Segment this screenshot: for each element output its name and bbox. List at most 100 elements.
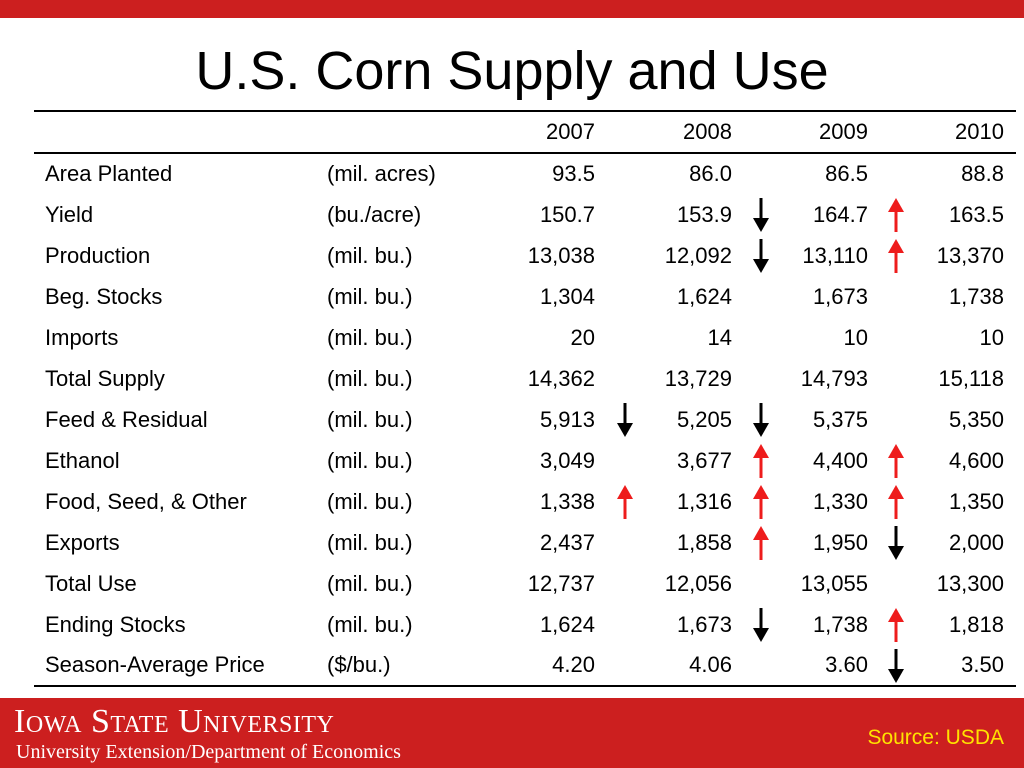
cell-value: 1,624 [539, 611, 595, 637]
column-header-year: 2008 [607, 110, 744, 154]
trend-up-arrow-icon [888, 608, 904, 642]
cell-value: 20 [570, 324, 595, 350]
table-row: Season-Average Price ($/bu.) 4.20 4.06 3.60 3… [34, 645, 1016, 687]
trend-down-arrow-icon [753, 403, 769, 437]
cell-value: 13,300 [936, 570, 1004, 596]
value-cell: 1,818 [880, 604, 1016, 645]
value-cell: 14 [607, 317, 744, 358]
trend-up-arrow-icon [888, 485, 904, 519]
table-row: Imports (mil. bu.) 20 14 10 10 [34, 317, 1016, 358]
cell-value: 1,950 [812, 529, 868, 555]
cell-value: 3.50 [961, 652, 1004, 677]
value-cell: 3.60 [744, 645, 880, 687]
value-cell: 1,950 [744, 522, 880, 563]
department-name: University Extension/Department of Econo… [16, 741, 401, 763]
value-cell: 13,300 [880, 563, 1016, 604]
row-label: Imports [45, 324, 119, 350]
cell-value: 13,055 [800, 570, 868, 596]
value-cell: 14,793 [744, 358, 880, 399]
table-row: Total Use (mil. bu.) 12,737 12,056 13,055 13,… [34, 563, 1016, 604]
row-unit: (mil. bu.) [327, 611, 413, 637]
cell-value: 88.8 [961, 161, 1004, 186]
university-name: Iowa State University [14, 702, 334, 742]
row-unit: (mil. bu.) [327, 406, 413, 432]
table-row: Beg. Stocks (mil. bu.) 1,304 1,624 1,673 1,73… [34, 276, 1016, 317]
cell-value: 1,316 [676, 488, 732, 514]
value-cell: 4,400 [744, 440, 880, 481]
value-cell: 4,600 [880, 440, 1016, 481]
trend-up-arrow-icon [888, 198, 904, 232]
value-cell: 3.50 [880, 645, 1016, 687]
cell-value: 5,913 [539, 406, 595, 432]
value-cell: 163.5 [880, 194, 1016, 235]
cell-value: 93.5 [552, 161, 595, 186]
cell-value: 4.06 [689, 652, 732, 677]
cell-value: 5,350 [948, 406, 1004, 432]
value-cell: 5,350 [880, 399, 1016, 440]
cell-value: 4.20 [552, 652, 595, 677]
cell-value: 1,673 [812, 283, 868, 309]
cell-value: 1,858 [676, 529, 732, 555]
table-header-row: 2007 2008 2009 2010 [34, 110, 1016, 154]
table-row: Ending Stocks (mil. bu.) 1,624 1,673 1,738 1,… [34, 604, 1016, 645]
row-label: Beg. Stocks [45, 283, 163, 309]
cell-value: 1,738 [812, 611, 868, 637]
cell-value: 2,437 [539, 529, 595, 555]
value-cell: 13,729 [607, 358, 744, 399]
value-cell: 1,338 [482, 481, 607, 522]
trend-down-arrow-icon [753, 198, 769, 232]
supply-use-table: 2007 2008 2009 2010 Area Planted (mil. ac… [34, 110, 1016, 687]
cell-value: 14,362 [527, 365, 595, 391]
cell-value: 1,330 [812, 488, 868, 514]
cell-value: 14,793 [800, 365, 868, 391]
row-label: Exports [45, 529, 120, 555]
table-row: Yield (bu./acre) 150.7 153.9 164.7 163.5 [34, 194, 1016, 235]
value-cell: 86.0 [607, 153, 744, 194]
cell-value: 163.5 [948, 201, 1004, 227]
cell-value: 2,000 [948, 529, 1004, 555]
column-header-year: 2010 [880, 110, 1016, 154]
row-label: Total Use [45, 570, 137, 596]
value-cell: 1,316 [607, 481, 744, 522]
value-cell: 3,049 [482, 440, 607, 481]
table-row: Ethanol (mil. bu.) 3,049 3,677 4,400 4,600 [34, 440, 1016, 481]
university-wordmark: Iowa State University [14, 703, 335, 740]
cell-value: 4,600 [948, 447, 1004, 473]
cell-value: 13,110 [802, 242, 868, 268]
row-unit: (mil. bu.) [327, 324, 413, 350]
value-cell: 153.9 [607, 194, 744, 235]
trend-down-arrow-icon [617, 403, 633, 437]
cell-value: 10 [979, 324, 1004, 350]
slide-title: U.S. Corn Supply and Use [195, 41, 829, 101]
cell-value: 86.5 [825, 161, 868, 186]
top-accent-bar [0, 0, 1024, 18]
column-header [315, 110, 482, 154]
cell-value: 13,370 [936, 242, 1004, 268]
value-cell: 1,673 [607, 604, 744, 645]
value-cell: 1,738 [880, 276, 1016, 317]
row-label: Food, Seed, & Other [45, 488, 247, 514]
row-unit: (mil. bu.) [327, 365, 413, 391]
footer-bar: Iowa State University University Extensi… [0, 698, 1024, 768]
row-unit: (mil. acres) [327, 161, 436, 186]
cell-value: 1,338 [539, 488, 595, 514]
value-cell: 4.06 [607, 645, 744, 687]
trend-down-arrow-icon [753, 608, 769, 642]
trend-down-arrow-icon [888, 526, 904, 560]
cell-value: 1,624 [676, 283, 732, 309]
value-cell: 4.20 [482, 645, 607, 687]
cell-value: 86.0 [689, 161, 732, 186]
value-cell: 1,738 [744, 604, 880, 645]
value-cell: 1,350 [880, 481, 1016, 522]
row-label: Ethanol [45, 447, 120, 473]
row-unit: (mil. bu.) [327, 570, 413, 596]
trend-up-arrow-icon [888, 239, 904, 273]
cell-value: 1,738 [948, 283, 1004, 309]
value-cell: 10 [744, 317, 880, 358]
supply-use-table-container: 2007 2008 2009 2010 Area Planted (mil. ac… [34, 110, 1016, 687]
cell-value: 3.60 [825, 652, 868, 677]
cell-value: 14 [707, 324, 732, 350]
value-cell: 5,375 [744, 399, 880, 440]
value-cell: 13,370 [880, 235, 1016, 276]
value-cell: 12,092 [607, 235, 744, 276]
